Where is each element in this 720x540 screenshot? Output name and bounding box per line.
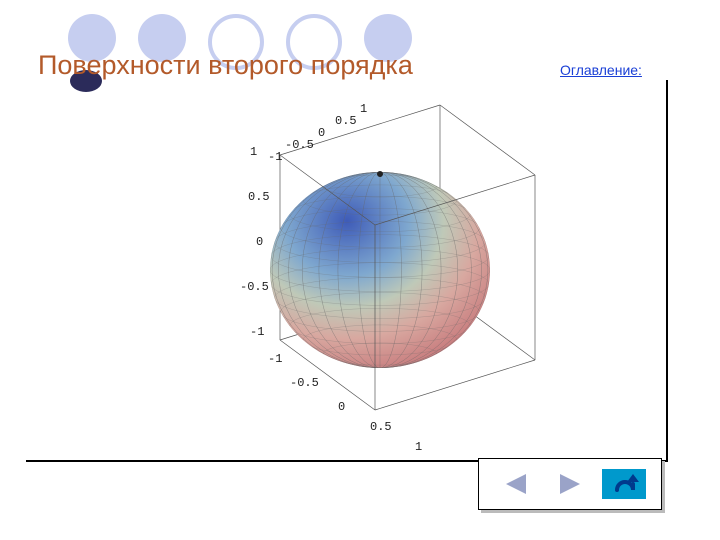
axis-tick-x: 1	[415, 440, 422, 454]
axis-tick-x: 0.5	[370, 420, 392, 434]
axis-tick-z: -0.5	[240, 280, 269, 294]
home-button[interactable]	[602, 469, 646, 499]
axis-tick-y: 1	[360, 102, 367, 116]
plot-3d-sphere: 10.50-0.5-110.50-0.5-1-1-0.500.51	[140, 90, 550, 450]
axis-tick-y: -1	[268, 150, 282, 164]
axis-tick-z: 0.5	[248, 190, 270, 204]
next-button[interactable]	[548, 469, 592, 499]
axis-tick-x: -0.5	[290, 376, 319, 390]
axis-tick-y: -0.5	[285, 138, 314, 152]
triangle-right-icon	[556, 472, 584, 496]
triangle-left-icon	[502, 472, 530, 496]
axis-tick-y: 0	[318, 126, 325, 140]
axis-tick-x: -1	[268, 352, 282, 366]
axis-tick-z: -1	[250, 325, 264, 339]
nav-box	[478, 458, 662, 510]
axis-tick-z: 0	[256, 235, 263, 249]
slide: Поверхности второго порядка Оглавление:	[0, 0, 720, 540]
u-turn-icon	[607, 472, 641, 496]
plot-svg	[140, 90, 550, 450]
axis-tick-x: 0	[338, 400, 345, 414]
toc-link[interactable]: Оглавление:	[560, 62, 642, 78]
prev-button[interactable]	[494, 469, 538, 499]
axis-tick-y: 0.5	[335, 114, 357, 128]
sphere-pole	[377, 171, 383, 177]
page-title: Поверхности второго порядка	[38, 50, 413, 81]
axis-tick-z: 1	[250, 145, 257, 159]
